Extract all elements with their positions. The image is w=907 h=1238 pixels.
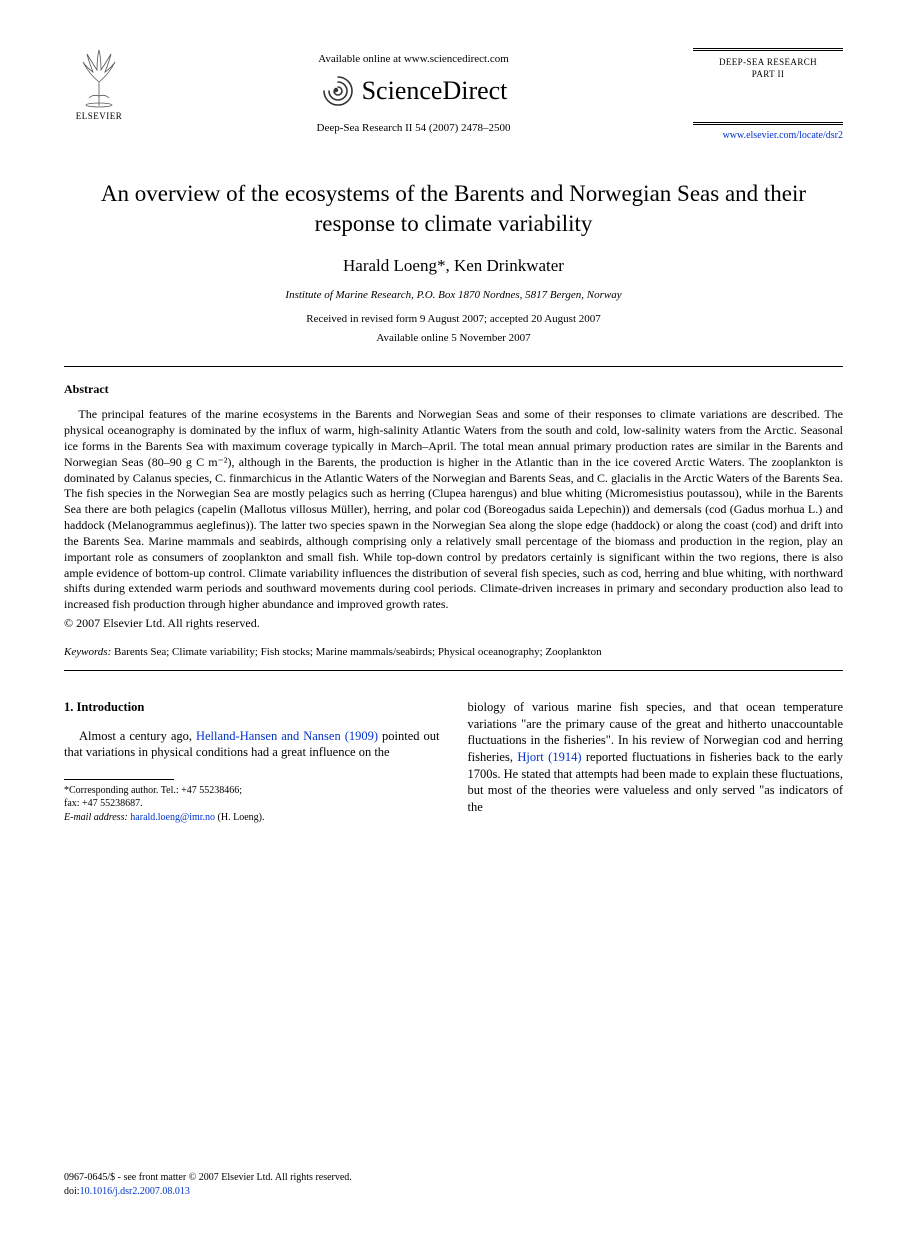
sciencedirect-swirl-icon <box>320 73 356 109</box>
elsevier-tree-icon <box>71 48 127 108</box>
rule-below-keywords <box>64 670 843 671</box>
intro-text-pre: Almost a century ago, <box>79 729 196 743</box>
body-columns: 1. Introduction Almost a century ago, He… <box>64 699 843 824</box>
keywords: Keywords: Barents Sea; Climate variabili… <box>64 645 843 660</box>
keywords-text: Barents Sea; Climate variability; Fish s… <box>111 646 601 658</box>
copyright-line: © 2007 Elsevier Ltd. All rights reserved… <box>64 615 843 631</box>
keywords-label: Keywords: <box>64 646 111 658</box>
doi-line: doi:10.1016/j.dsr2.2007.08.013 <box>64 1185 352 1199</box>
footnote-rule <box>64 779 174 780</box>
rule-above-abstract <box>64 366 843 367</box>
abstract-text: The principal features of the marine eco… <box>64 407 843 613</box>
sciencedirect-text: ScienceDirect <box>362 73 508 108</box>
header-right: DEEP-SEA RESEARCH PART II www.elsevier.c… <box>693 48 843 143</box>
doi-link[interactable]: 10.1016/j.dsr2.2007.08.013 <box>80 1186 190 1197</box>
intro-col2: biology of various marine fish species, … <box>468 699 844 815</box>
front-matter-line: 0967-0645/$ - see front matter © 2007 El… <box>64 1171 352 1185</box>
elsevier-label: ELSEVIER <box>76 110 123 122</box>
abstract-heading: Abstract <box>64 381 843 397</box>
reference-link-hjort[interactable]: Hjort (1914) <box>517 750 581 764</box>
authors: Harald Loeng*, Ken Drinkwater <box>64 255 843 278</box>
received-dates: Received in revised form 9 August 2007; … <box>64 312 843 327</box>
abstract-body: The principal features of the marine eco… <box>64 407 843 613</box>
doi-label: doi: <box>64 1186 80 1197</box>
article-title: An overview of the ecosystems of the Bar… <box>74 179 833 239</box>
email-label: E-mail address: <box>64 812 128 823</box>
sciencedirect-logo: ScienceDirect <box>320 73 508 109</box>
journal-name-line2: PART II <box>752 69 785 79</box>
introduction-heading: 1. Introduction <box>64 699 440 716</box>
available-online-text: Available online at www.sciencedirect.co… <box>134 52 693 67</box>
email-link[interactable]: harald.loeng@imr.no <box>130 812 215 823</box>
journal-name-box: DEEP-SEA RESEARCH PART II <box>693 57 843 80</box>
page-footer: 0967-0645/$ - see front matter © 2007 El… <box>64 1171 352 1198</box>
footnotes: *Corresponding author. Tel.: +47 5523846… <box>64 784 440 825</box>
elsevier-logo: ELSEVIER <box>64 48 134 122</box>
intro-paragraph: Almost a century ago, Helland-Hansen and… <box>64 728 440 761</box>
email-author-name: (H. Loeng). <box>218 812 265 823</box>
affiliation: Institute of Marine Research, P.O. Box 1… <box>64 288 843 303</box>
available-online-date: Available online 5 November 2007 <box>64 331 843 346</box>
page-header: ELSEVIER Available online at www.science… <box>64 48 843 143</box>
email-line: E-mail address: harald.loeng@imr.no (H. … <box>64 811 440 825</box>
header-center: Available online at www.sciencedirect.co… <box>134 48 693 136</box>
journal-name-line1: DEEP-SEA RESEARCH <box>719 57 817 67</box>
journal-citation: Deep-Sea Research II 54 (2007) 2478–2500 <box>134 121 693 136</box>
reference-link-helland-hansen[interactable]: Helland-Hansen and Nansen (1909) <box>196 729 378 743</box>
journal-url-link[interactable]: www.elsevier.com/locate/dsr2 <box>693 129 843 143</box>
fax-line: fax: +47 55238687. <box>64 797 440 811</box>
corresponding-author: *Corresponding author. Tel.: +47 5523846… <box>64 784 440 798</box>
